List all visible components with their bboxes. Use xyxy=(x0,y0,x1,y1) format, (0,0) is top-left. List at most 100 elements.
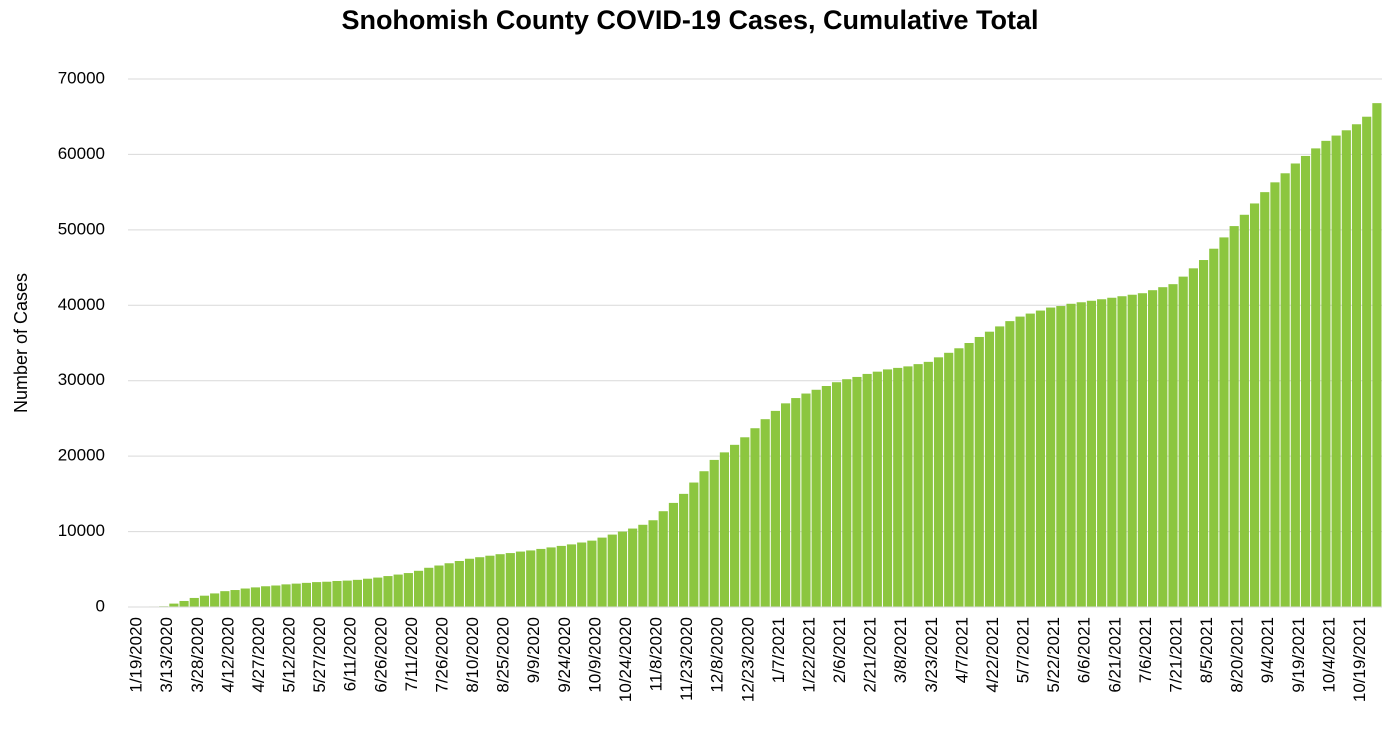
bar xyxy=(933,357,944,607)
bar xyxy=(811,389,821,607)
x-tick-label: 4/27/2020 xyxy=(249,617,268,693)
bar xyxy=(1168,284,1178,607)
bar xyxy=(393,574,403,607)
bar xyxy=(291,583,301,607)
bar xyxy=(882,369,893,607)
x-tick-label: 9/9/2020 xyxy=(524,617,543,683)
bar xyxy=(964,343,974,607)
y-tick-label: 30000 xyxy=(58,370,105,389)
bar xyxy=(1341,130,1351,607)
bar xyxy=(352,579,362,607)
bar xyxy=(230,590,240,607)
bar xyxy=(1076,302,1086,607)
bar xyxy=(1198,260,1209,607)
x-tick-label: 8/5/2021 xyxy=(1197,617,1216,683)
x-tick-label: 8/20/2021 xyxy=(1228,617,1247,693)
x-tick-label: 11/23/2020 xyxy=(677,617,696,701)
bar xyxy=(1015,316,1025,607)
x-tick-label: 4/7/2021 xyxy=(952,617,971,683)
bar xyxy=(801,393,811,607)
x-tick-label: 5/22/2021 xyxy=(1044,617,1063,693)
bar xyxy=(1127,294,1137,607)
bar xyxy=(526,550,536,607)
bar xyxy=(240,588,250,607)
bar xyxy=(1372,103,1382,607)
x-tick-label: 9/4/2021 xyxy=(1258,617,1277,683)
bar xyxy=(1260,192,1270,607)
bar xyxy=(872,371,882,607)
y-axis-label: Number of Cases xyxy=(11,273,31,413)
y-tick-label: 60000 xyxy=(58,144,105,163)
x-tick-label: 6/11/2020 xyxy=(341,617,360,691)
bar xyxy=(984,331,995,607)
bar xyxy=(1148,290,1158,607)
y-tick-label: 70000 xyxy=(58,68,105,87)
bar xyxy=(903,366,913,607)
bar xyxy=(821,385,831,607)
bar xyxy=(261,586,271,607)
bar xyxy=(475,557,485,607)
bar xyxy=(791,398,801,607)
x-tick-label: 6/26/2020 xyxy=(371,617,390,693)
bar xyxy=(515,551,526,607)
bar xyxy=(1270,182,1280,607)
x-tick-label: 9/24/2020 xyxy=(555,617,574,693)
bar xyxy=(383,576,393,607)
bar xyxy=(954,348,964,607)
bar xyxy=(464,558,475,607)
bar xyxy=(312,582,322,607)
bar xyxy=(1229,226,1239,608)
bar xyxy=(281,584,291,607)
bar xyxy=(271,585,281,607)
bar xyxy=(944,352,954,607)
bar xyxy=(1331,135,1341,608)
y-tick-label: 0 xyxy=(96,596,105,615)
bar xyxy=(413,570,424,607)
bar xyxy=(1321,140,1331,607)
x-tick-label: 1/7/2021 xyxy=(769,617,788,683)
bar xyxy=(1351,124,1362,607)
bar xyxy=(658,511,668,607)
bar xyxy=(1300,155,1311,608)
bar xyxy=(556,545,566,607)
bar xyxy=(1249,203,1260,607)
bar xyxy=(1280,173,1290,608)
bar xyxy=(842,379,852,607)
bar xyxy=(424,567,434,607)
bar xyxy=(699,471,709,607)
bar xyxy=(995,326,1005,607)
bar xyxy=(332,580,342,607)
bar xyxy=(444,563,454,607)
bar xyxy=(577,542,587,607)
bar xyxy=(638,524,648,607)
bar xyxy=(485,555,495,607)
bar xyxy=(536,548,546,607)
bar xyxy=(362,578,373,607)
bar xyxy=(852,376,862,607)
bar xyxy=(607,534,617,607)
bar xyxy=(740,437,750,607)
x-tick-label: 8/10/2020 xyxy=(463,617,482,693)
x-tick-label: 12/23/2020 xyxy=(738,617,757,702)
bar xyxy=(1311,148,1321,607)
bar xyxy=(1046,307,1056,607)
bar xyxy=(1086,300,1097,607)
bar xyxy=(597,537,607,607)
x-tick-label: 3/23/2021 xyxy=(922,617,941,693)
bar xyxy=(1025,313,1035,607)
bar xyxy=(495,554,505,607)
x-tick-label: 5/12/2020 xyxy=(280,617,299,693)
bar xyxy=(780,403,791,607)
bar xyxy=(179,600,189,607)
x-tick-label: 3/28/2020 xyxy=(188,617,207,693)
bar xyxy=(668,502,679,607)
x-tick-label: 6/21/2021 xyxy=(1105,617,1124,693)
bar xyxy=(862,373,872,607)
bar xyxy=(505,553,515,607)
x-tick-label: 5/7/2021 xyxy=(1014,617,1033,683)
bar xyxy=(923,361,933,607)
bar xyxy=(628,528,638,607)
bar xyxy=(169,603,179,607)
bar xyxy=(1158,287,1168,607)
y-tick-label: 40000 xyxy=(58,295,105,314)
